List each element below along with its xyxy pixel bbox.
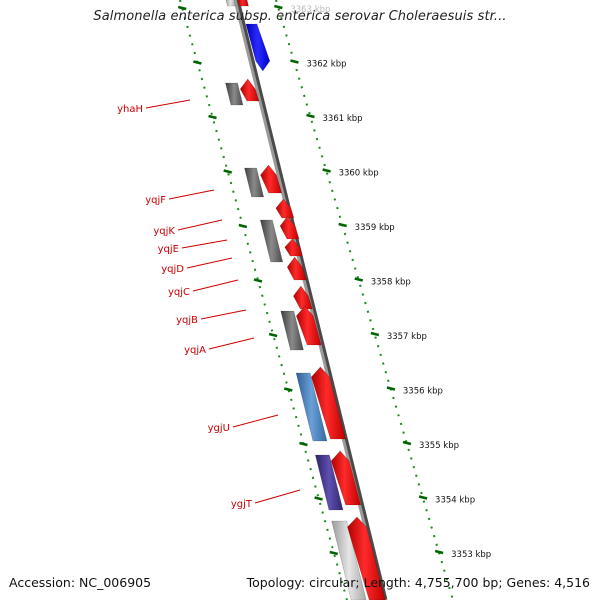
scale-tick: 3360 kbp — [223, 168, 379, 179]
scale-tick: 3354 kbp — [314, 495, 475, 506]
forward-gene — [260, 164, 283, 194]
gene-label: yqjC — [168, 279, 239, 298]
reverse-gene — [225, 0, 236, 7]
accession-text: Accession: NC_006905 — [9, 575, 152, 590]
gene-label-text: yqjK — [153, 226, 175, 237]
highlight-blue-gene — [245, 23, 271, 72]
gene-label-text: yqjA — [184, 345, 206, 356]
gene-label-text: yqjD — [161, 264, 184, 275]
scale-tick: 3356 kbp — [283, 386, 443, 397]
scale-tick-label: 3359 kbp — [355, 223, 395, 233]
gene-label: yqjK — [153, 219, 223, 237]
genome-title: Salmonella enterica subsp. enterica sero… — [93, 9, 507, 24]
forward-gene — [275, 198, 295, 219]
backbone-shadow — [234, 0, 388, 600]
gene-label-text: yqjE — [158, 244, 179, 255]
scale-tick: 3362 kbp — [193, 59, 347, 70]
gene-label: yhaH — [117, 99, 191, 115]
forward-gene — [239, 78, 260, 102]
scale-tick-label: 3355 kbp — [419, 441, 459, 451]
gene-label-text: ygjU — [208, 423, 230, 434]
forward-gene — [284, 238, 303, 257]
gene-label: yqjE — [158, 239, 228, 255]
forward-gene — [347, 516, 386, 600]
topology-summary: Topology: circular; Length: 4,755,700 bp… — [246, 575, 590, 590]
scale-tick-label: 3361 kbp — [323, 114, 363, 124]
gene-label: ygjT — [231, 489, 301, 510]
scale-tick-label: 3356 kbp — [403, 387, 443, 397]
steel-blue-gene — [295, 372, 328, 442]
scale-tick: 3353 kbp — [329, 549, 491, 560]
reverse-gene — [331, 520, 367, 600]
scale-tick: 3358 kbp — [253, 277, 411, 288]
forward-gene — [286, 256, 307, 281]
forward-gene — [311, 366, 346, 440]
scale-tick: 3361 kbp — [208, 113, 363, 124]
scale-tick-label: 3362 kbp — [306, 60, 346, 70]
scale-tick: 3359 kbp — [238, 222, 395, 233]
forward-gene — [295, 305, 322, 346]
gene-label-text: yqjB — [176, 315, 198, 326]
slate-purple-gene — [315, 454, 344, 511]
gene-label: yqjB — [176, 309, 247, 326]
scale-tick-label: 3360 kbp — [339, 169, 379, 179]
gene-label: yqjA — [184, 337, 255, 356]
scale-tick-label: 3353 kbp — [451, 550, 491, 560]
reverse-gene — [259, 219, 284, 263]
scale-tick: 3357 kbp — [268, 331, 427, 342]
scale-tick-label: 3357 kbp — [387, 332, 427, 342]
gene-label-text: yqjF — [145, 195, 166, 206]
scale-tick-label: 3358 kbp — [371, 278, 411, 288]
gene-label: yqjF — [145, 189, 215, 206]
scale-tick: 3355 kbp — [299, 440, 459, 451]
reverse-gene — [280, 310, 304, 351]
reverse-gene — [225, 82, 244, 106]
reverse-gene — [244, 167, 265, 198]
scale-tick-label: 3354 kbp — [435, 496, 475, 506]
forward-gene — [330, 450, 362, 506]
forward-gene — [279, 215, 300, 240]
forward-gene — [237, 0, 249, 7]
gene-label: ygjU — [208, 414, 279, 434]
gene-label-text: yqjC — [168, 287, 190, 298]
scale-tick-label: 3363 kbp — [290, 5, 330, 15]
gene-label-text: yhaH — [117, 104, 143, 115]
scale-tick: 3363 kbp — [177, 4, 330, 15]
gene-label: yqjD — [161, 257, 233, 275]
inner-dotted-guide — [179, 0, 348, 600]
gene-label-text: ygjT — [231, 499, 253, 510]
